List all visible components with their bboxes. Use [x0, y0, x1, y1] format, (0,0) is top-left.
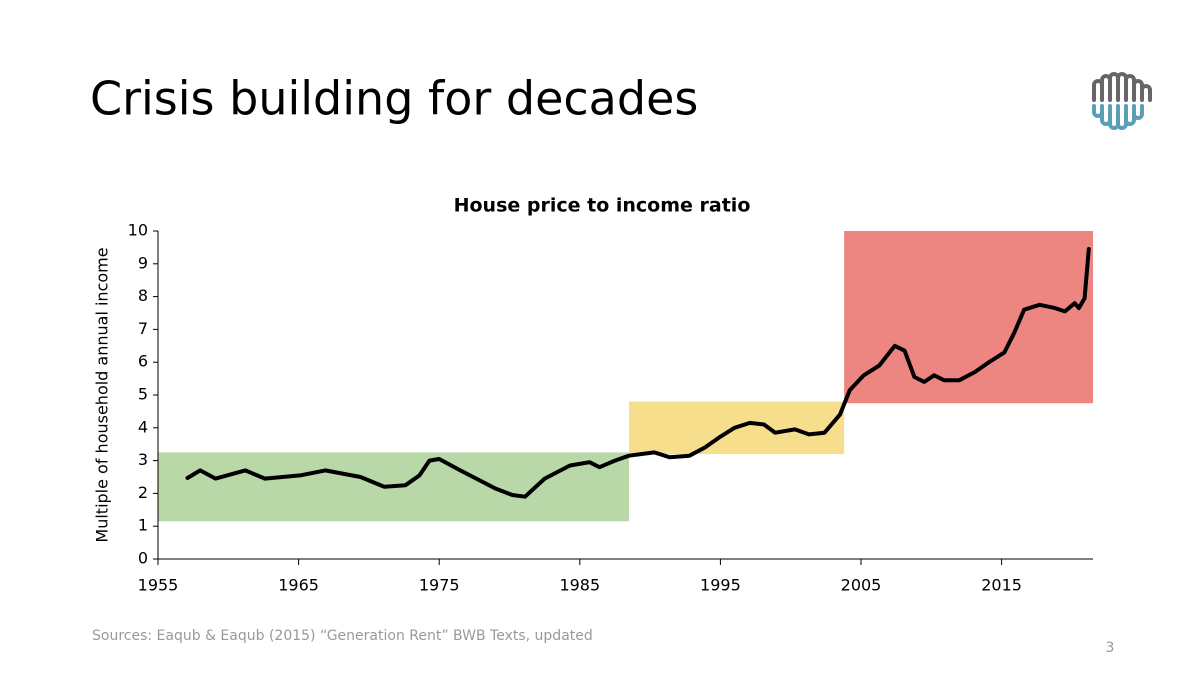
logo [1092, 72, 1152, 130]
y-tick-label: 5 [138, 385, 148, 404]
y-tick-label: 1 [138, 516, 148, 535]
y-axis-label: Multiple of household annual income [93, 247, 112, 542]
y-tick-label: 0 [138, 549, 148, 568]
y-tick-label: 2 [138, 483, 148, 502]
x-tick-label: 1955 [138, 576, 179, 595]
chart-title: House price to income ratio [454, 195, 751, 217]
x-tick-label: 2005 [841, 576, 882, 595]
y-tick-label: 3 [138, 450, 148, 469]
x-tick-label: 1995 [700, 576, 741, 595]
data-line [185, 247, 1091, 499]
y-tick-label: 8 [138, 286, 148, 305]
slide-title: Crisis building for decades [90, 72, 698, 126]
y-tick-label: 9 [138, 253, 148, 272]
page-number: 3 [1106, 640, 1115, 656]
y-tick-label: 7 [138, 319, 148, 338]
x-tick-label: 1965 [278, 576, 319, 595]
x-tick-label: 1985 [559, 576, 600, 595]
x-tick-label: 1975 [419, 576, 460, 595]
x-tick-label: 2015 [981, 576, 1022, 595]
y-tick-label: 10 [128, 221, 148, 240]
source-note: Sources: Eaqub & Eaqub (2015) “Generatio… [92, 628, 593, 644]
y-tick-label: 6 [138, 352, 148, 371]
y-tick-label: 4 [138, 417, 148, 436]
